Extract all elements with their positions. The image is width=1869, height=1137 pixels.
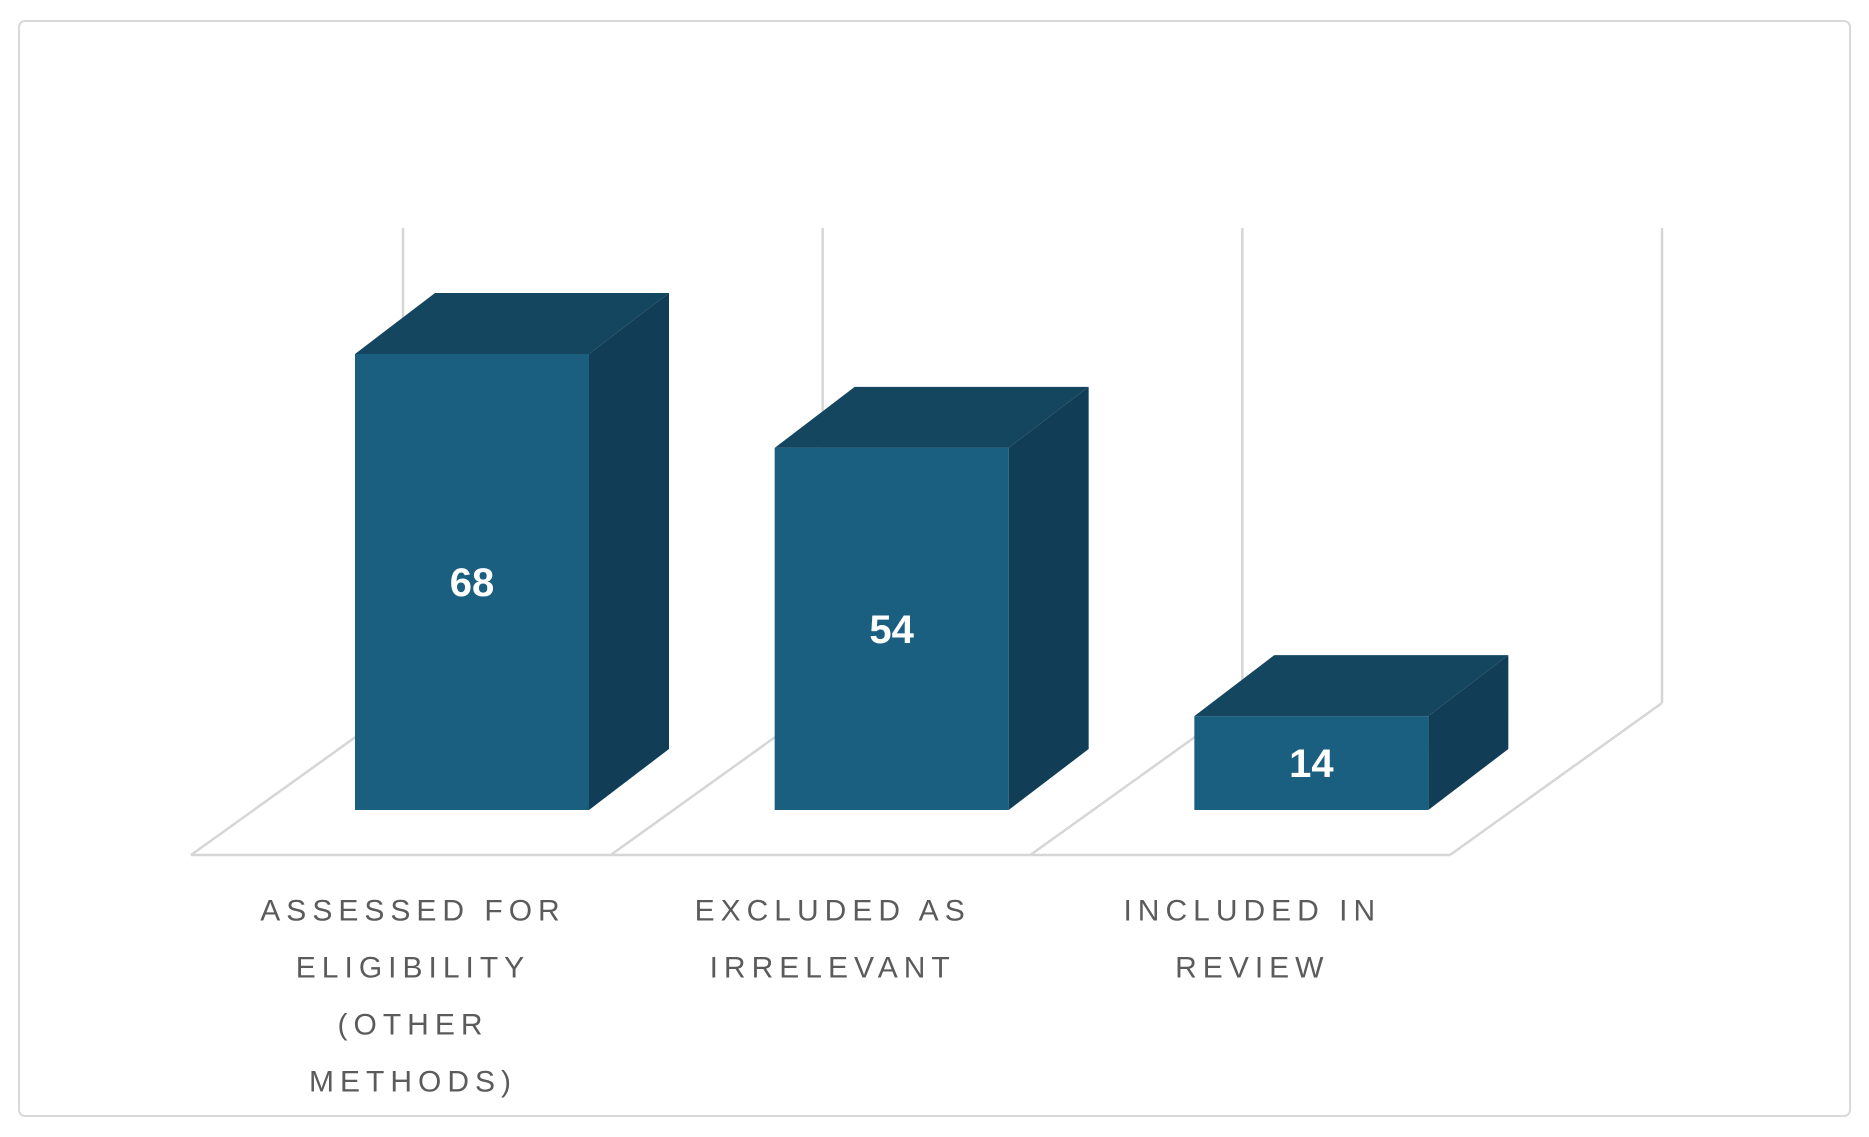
bar-included-in-review: 14 [1194,655,1509,810]
bar-assessed-for-eligibility-other-methods: 68 [355,292,669,811]
bar-top-face [355,292,669,354]
bar-value-label: 54 [869,608,914,652]
bar-excluded-as-irrelevant: 54 [774,386,1089,810]
bar-side-face [1008,386,1089,810]
category-label-excluded-as-irrelevant: EXCLUDED AS IRRELEVANT [695,895,971,985]
bar-front-face [355,353,589,810]
bar-value-label: 14 [1289,742,1334,786]
bar-value-label: 68 [450,561,495,605]
floor-depth-line-3 [1449,701,1663,857]
bar-side-face [589,292,669,811]
bar-front-face [774,447,1009,810]
category-axis-labels: ASSESSED FOR ELIGIBILITY (OTHER METHODS) EXC… [260,895,1381,1099]
category-label-included-in-review: INCLUDED IN REVIEW [1123,895,1381,985]
bar-top-face [1194,655,1509,717]
bar-side-face [1428,655,1509,810]
bar-front-face [1194,716,1429,810]
bar-top-face [774,386,1089,448]
category-label-assessed-for-eligibility-other-methods: ASSESSED FOR ELIGIBILITY (OTHER METHODS) [260,895,565,1099]
